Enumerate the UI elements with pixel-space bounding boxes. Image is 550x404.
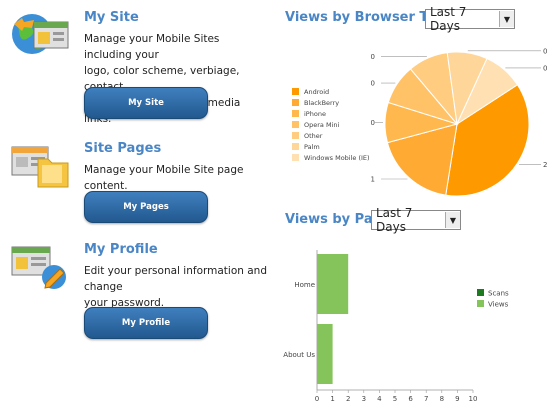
legend-item: Windows Mobile (IE) [292, 152, 382, 163]
my-profile-section: My Profile Edit your personal informatio… [0, 235, 270, 340]
legend-label: Views [488, 301, 509, 309]
pie-slice-label: 0 [543, 47, 547, 55]
legend-swatch [292, 110, 299, 117]
page-bar-chart: 0 1 2 3 4 5 6 7 8 9 10 Home About Us Scans Views [283, 250, 509, 403]
legend-swatch [292, 154, 299, 161]
x-tick-label: 8 [440, 395, 444, 403]
legend-item: Other [292, 130, 382, 141]
description-line: your password. [84, 297, 165, 309]
browser-pie-chart: 2 1 0 0 0 0 0 [371, 47, 547, 197]
legend-label: BlackBerry [304, 98, 340, 107]
x-tick-label: 0 [315, 395, 319, 403]
section-title: My Profile [84, 242, 158, 257]
x-tick-label: 4 [377, 395, 382, 403]
chevron-down-icon[interactable]: ▼ [499, 11, 514, 27]
x-tick-label: 7 [424, 395, 428, 403]
x-tick-label: 10 [469, 395, 478, 403]
legend-label: Android [304, 87, 330, 96]
legend-item: Android [292, 86, 382, 97]
pages-folder-icon [11, 146, 69, 188]
browser-chart-title: Views by Browser Type [285, 10, 454, 25]
my-profile-button[interactable]: My Profile [84, 307, 208, 339]
browser-period-select[interactable]: Last 7 Days ▼ [425, 5, 515, 33]
legend-label: Windows Mobile (IE) [304, 153, 370, 162]
section-description: Manage your Mobile Site page content. [84, 162, 270, 194]
x-tick-label: 2 [346, 395, 350, 403]
select-value: Last 7 Days [430, 5, 467, 33]
button-label: My Site [128, 98, 164, 108]
legend-label: Opera Mini [304, 120, 340, 129]
pie-slice [445, 84, 530, 197]
button-label: My Pages [123, 202, 169, 212]
description-line: Manage your Mobile Site page content. [84, 164, 244, 192]
my-site-section: My Site Manage your Mobile Sites includi… [0, 0, 270, 125]
browser-pie-legend: Android BlackBerry iPhone Opera Mini Other Pa… [292, 86, 382, 163]
legend-swatch [292, 132, 299, 139]
x-tick-label: 1 [330, 395, 334, 403]
my-pages-button[interactable]: My Pages [84, 191, 208, 223]
legend-label: Scans [488, 290, 509, 298]
legend-label: Palm [304, 142, 320, 151]
legend-swatch [292, 99, 299, 106]
legend-swatch [292, 143, 299, 150]
description-line: Manage your Mobile Sites including your [84, 33, 220, 61]
section-description: Edit your personal information and chang… [84, 263, 270, 311]
button-label: My Profile [121, 318, 171, 328]
legend-item: Opera Mini [292, 119, 382, 130]
category-label: About Us [283, 351, 315, 359]
legend-item: iPhone [292, 108, 382, 119]
page-chart-title: Views by Page [285, 212, 391, 227]
x-tick-label: 5 [393, 395, 397, 403]
legend-swatch [292, 88, 299, 95]
views-bar [317, 324, 333, 384]
x-tick-label: 3 [362, 395, 366, 403]
section-title: Site Pages [84, 141, 162, 156]
legend-swatch [477, 289, 484, 296]
section-title: My Site [84, 10, 139, 25]
category-label: Home [294, 281, 315, 289]
page-period-select[interactable]: Last 7 Days ▼ [371, 206, 461, 234]
description-line: Edit your personal information and chang… [84, 265, 267, 293]
pie-slice-label: 2 [543, 161, 547, 169]
globe-site-icon [12, 14, 69, 54]
pie-slice [455, 57, 519, 126]
pie-slice [386, 123, 458, 196]
legend-swatch [292, 121, 299, 128]
legend-swatch [477, 300, 484, 307]
legend-item: Palm [292, 141, 382, 152]
views-bar [317, 254, 349, 314]
pie-slice-label: 0 [371, 80, 375, 88]
select-value: Last 7 Days [376, 206, 413, 234]
x-tick-label: 9 [455, 395, 459, 403]
my-site-button[interactable]: My Site [84, 87, 208, 119]
x-tick-label: 6 [408, 395, 413, 403]
legend-item: BlackBerry [292, 97, 382, 108]
pie-slice-label: 0 [371, 53, 375, 61]
legend-label: iPhone [304, 109, 326, 118]
site-pages-section: Site Pages Manage your Mobile Site page … [0, 135, 270, 235]
pie-slice-label: 0 [543, 64, 547, 72]
profile-edit-icon [11, 246, 66, 289]
chevron-down-icon[interactable]: ▼ [445, 212, 460, 228]
legend-label: Other [304, 131, 323, 140]
pie-slice-label: 0 [371, 119, 375, 127]
pie-slice-label: 1 [371, 175, 375, 183]
